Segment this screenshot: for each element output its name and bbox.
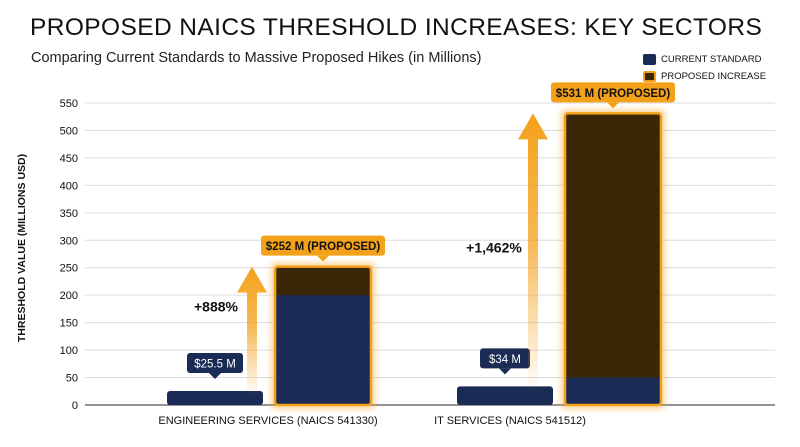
y-tick-label-500: 500 — [60, 125, 78, 137]
y-tick-label-50: 50 — [66, 373, 78, 385]
chart-subtitle: Comparing Current Standards to Massive P… — [31, 50, 482, 66]
proposed-value-label-1: $531 M (PROPOSED) — [556, 88, 671, 100]
current-value-label-1: $34 M — [489, 354, 521, 366]
current-callout-box-1 — [480, 348, 530, 369]
y-tick-label-450: 450 — [60, 153, 78, 165]
y-tick-label-250: 250 — [60, 263, 78, 275]
y-tick-label-0: 0 — [72, 400, 78, 412]
x-category-label-1: IT SERVICES (NAICS 541512) — [434, 415, 586, 427]
legend-item-current: CURRENT STANDARD — [643, 52, 766, 67]
y-tick-label-300: 300 — [60, 235, 78, 247]
growth-arrow-1 — [518, 113, 548, 395]
y-tick-label-100: 100 — [60, 345, 78, 357]
y-tick-label-200: 200 — [60, 290, 78, 302]
y-tick-label-150: 150 — [60, 318, 78, 330]
bar-proposed-1 — [565, 113, 661, 405]
legend-swatch-current — [643, 54, 656, 65]
proposed-callout-pointer-1 — [607, 102, 619, 109]
x-category-label-0: ENGINEERING SERVICES (NAICS 541330) — [158, 415, 377, 427]
proposed-callout-pointer-0 — [317, 255, 329, 262]
current-callout-box-0 — [187, 352, 243, 373]
legend-label-proposed: PROPOSED INCREASE — [661, 71, 767, 82]
legend-label-current: CURRENT STANDARD — [661, 54, 762, 65]
chart-title: PROPOSED NAICS THRESHOLD INCREASES: KEY … — [30, 14, 763, 41]
bar-proposed-base-0 — [275, 295, 371, 405]
bar-proposed-border-0 — [273, 265, 373, 407]
current-callout-pointer-1 — [499, 368, 511, 375]
bar-current-0 — [167, 390, 263, 405]
bar-current-1 — [457, 386, 553, 405]
proposed-callout-box-1 — [551, 82, 675, 103]
proposed-value-label-0: $252 M (PROPOSED) — [266, 241, 381, 253]
legend: CURRENT STANDARD PROPOSED INCREASE — [643, 52, 766, 86]
increase-label-1: +1,462% — [466, 239, 522, 255]
legend-swatch-proposed — [643, 71, 656, 82]
y-tick-label-550: 550 — [60, 98, 78, 110]
current-value-label-0: $25.5 M — [194, 358, 236, 370]
legend-item-proposed: PROPOSED INCREASE — [643, 69, 766, 84]
y-tick-label-350: 350 — [60, 208, 78, 220]
bar-proposed-base-1 — [565, 377, 661, 405]
growth-arrow-0 — [237, 266, 267, 397]
increase-label-0: +888% — [194, 299, 239, 315]
proposed-callout-box-0 — [261, 235, 385, 256]
current-callout-pointer-0 — [209, 372, 221, 379]
y-tick-label-400: 400 — [60, 180, 78, 192]
bar-proposed-border-1 — [563, 112, 663, 407]
